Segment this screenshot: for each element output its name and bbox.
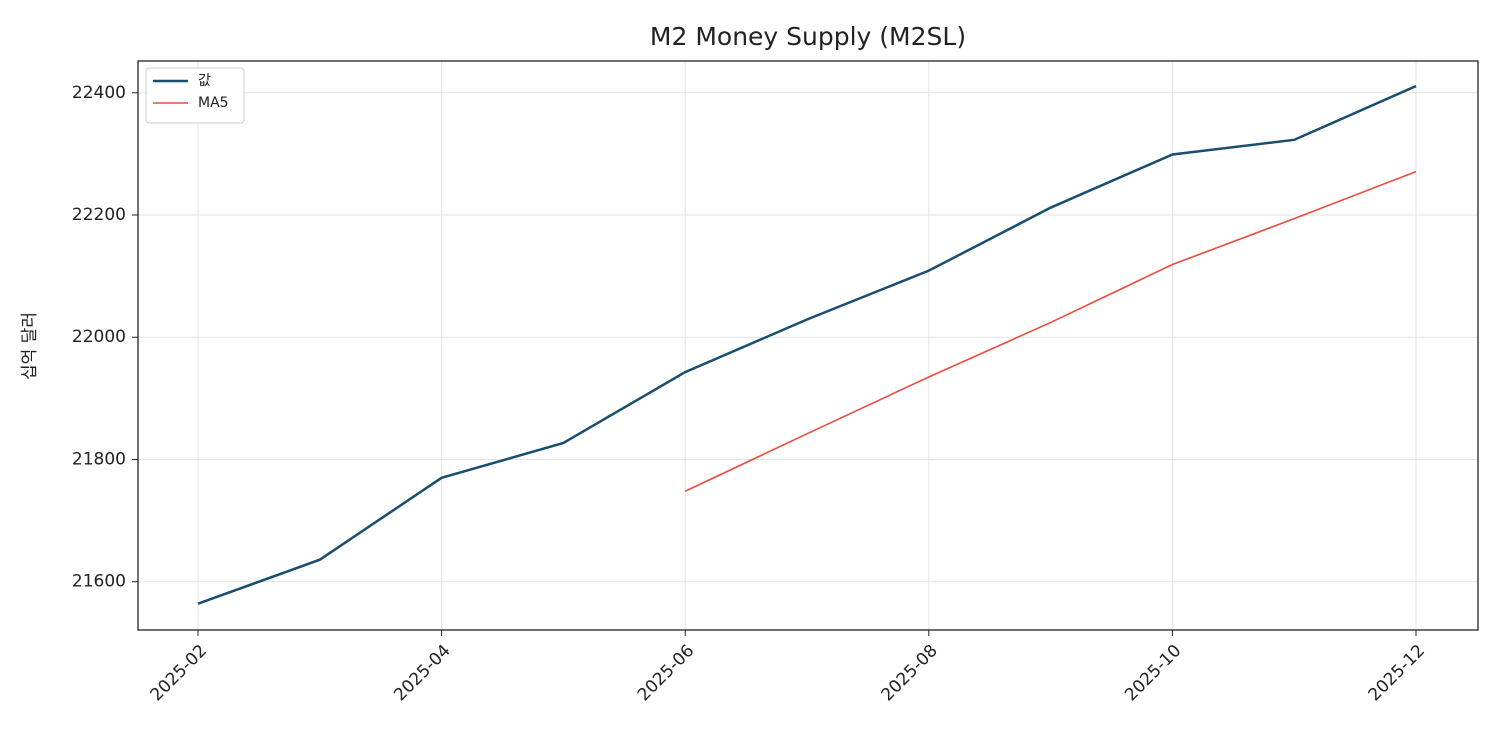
y-tick-label: 21600 <box>72 572 126 592</box>
legend-label: MA5 <box>198 95 229 111</box>
legend-box <box>145 67 245 124</box>
y-tick-label: 22400 <box>72 83 126 103</box>
plot-frame <box>137 60 1479 631</box>
y-tick-label: 22200 <box>72 205 126 225</box>
series-line <box>197 84 1417 605</box>
legend-label: 값 <box>198 73 211 89</box>
x-tick-label: 2025-12 <box>1365 641 1429 705</box>
x-tick-label: 2025-10 <box>1121 641 1185 705</box>
chart-title: M2 Money Supply (M2SL) <box>650 22 966 51</box>
x-tick-label: 2025-08 <box>878 641 942 705</box>
series-line <box>684 170 1417 492</box>
legend: 값 MA5 <box>145 67 245 124</box>
y-axis-label: 십억 달러 <box>20 312 40 380</box>
y-tick-label: 22000 <box>72 327 126 347</box>
x-tick-label: 2025-02 <box>147 641 211 705</box>
y-tick-label: 21800 <box>72 449 126 469</box>
x-tick-label: 2025-06 <box>634 641 698 705</box>
x-tick-label: 2025-04 <box>390 641 454 705</box>
